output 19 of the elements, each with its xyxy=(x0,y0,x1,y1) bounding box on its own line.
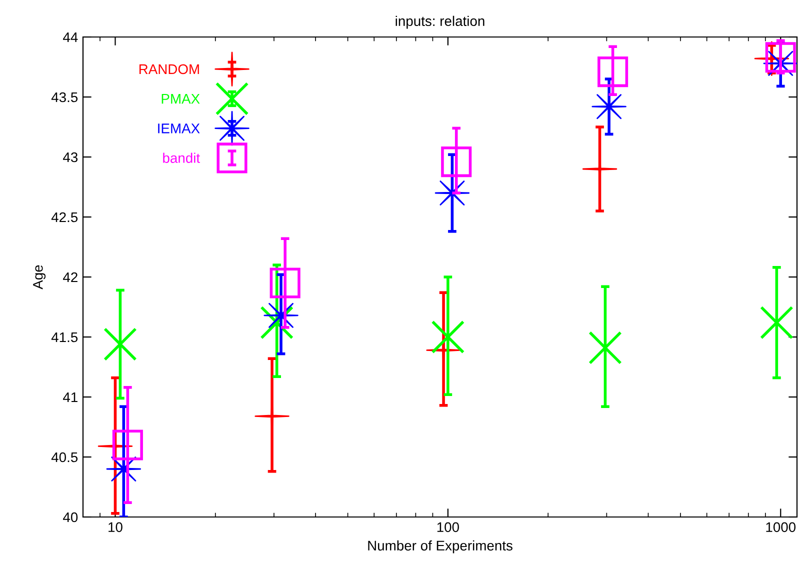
legend-label: RANDOM xyxy=(139,64,199,74)
legend-label: bandit xyxy=(163,152,200,163)
x-tick-label: 100 xyxy=(437,522,459,532)
y-tick-label: 40.5 xyxy=(51,452,78,462)
legend-label: PMAX xyxy=(162,94,200,104)
y-tick-label: 41.5 xyxy=(51,332,78,342)
x-tick-label: 1000 xyxy=(766,522,796,532)
y-tick-label: 41 xyxy=(63,392,78,402)
x-axis-title: Number of Experiments xyxy=(368,540,512,554)
x-tick-label: 10 xyxy=(108,522,122,532)
y-tick-label: 40 xyxy=(63,512,78,522)
y-axis-title: Age xyxy=(33,265,46,290)
y-tick-label: 43.5 xyxy=(51,92,78,102)
chart-title: inputs: relation xyxy=(396,16,484,29)
y-tick-label: 44 xyxy=(63,32,78,42)
y-tick-label: 43 xyxy=(63,152,78,162)
y-tick-label: 42.5 xyxy=(51,212,78,222)
y-tick-label: 42 xyxy=(63,272,78,282)
legend-label: IEMAX xyxy=(158,124,200,134)
